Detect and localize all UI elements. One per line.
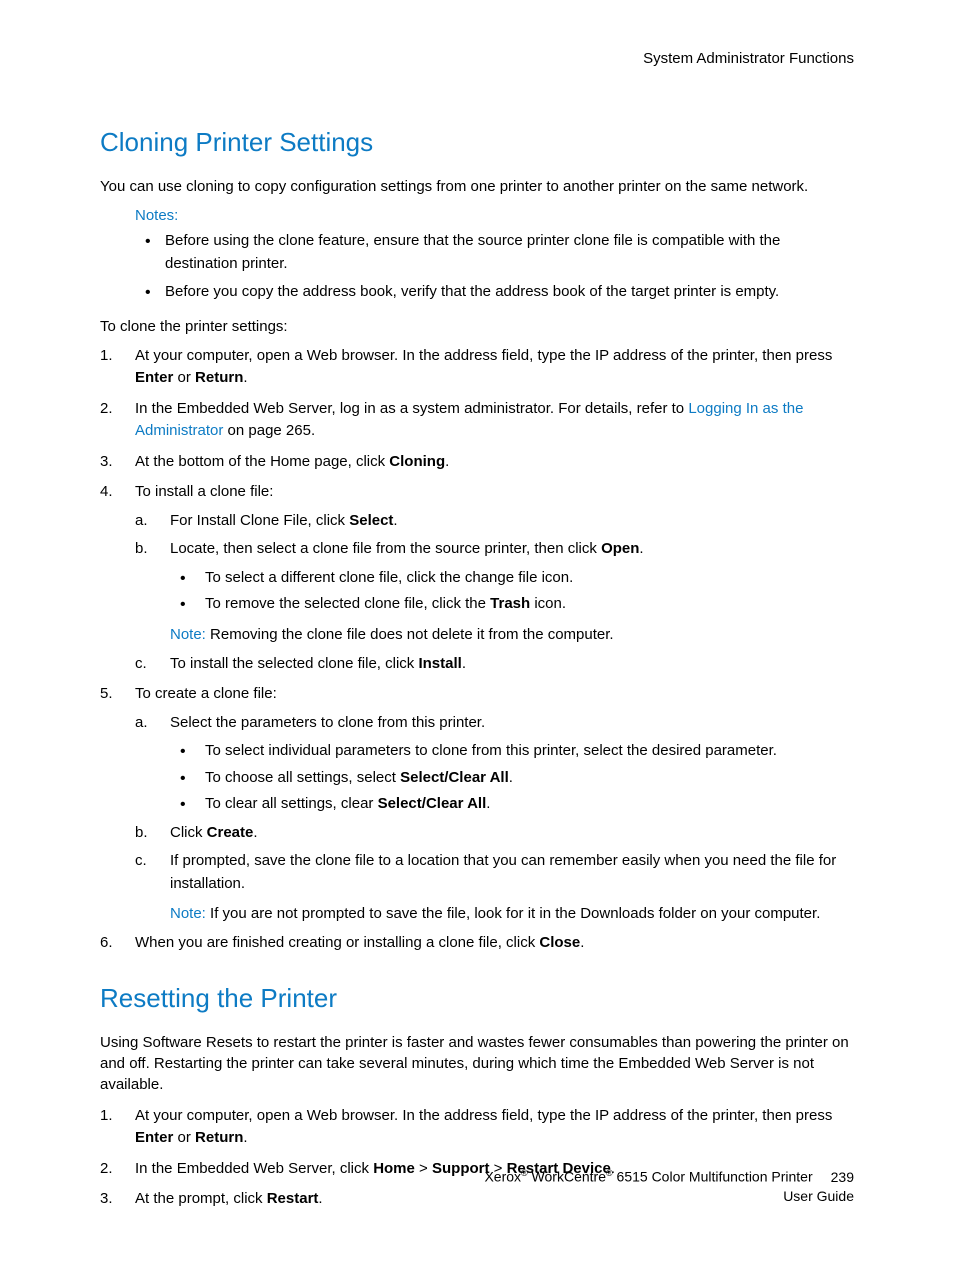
step-5c: c.If prompted, save the clone file to a … xyxy=(135,850,854,895)
step-text: For Install Clone File, click xyxy=(170,512,349,529)
step-text: . xyxy=(462,655,466,672)
step-5a: a.Select the parameters to clone from th… xyxy=(135,712,854,816)
step-3: 3.At the bottom of the Home page, click … xyxy=(100,451,854,474)
step4-sublist: a.For Install Clone File, click Select. … xyxy=(135,510,854,616)
step-text: To install a clone file: xyxy=(135,483,273,500)
ui-trash: Trash xyxy=(490,595,530,612)
note-label: Note: xyxy=(170,626,206,643)
bullet-item: To clear all settings, clear Select/Clea… xyxy=(170,793,854,816)
step-text: . xyxy=(393,512,397,529)
bullet-item: To choose all settings, select Select/Cl… xyxy=(170,767,854,790)
step-text: Select the parameters to clone from this… xyxy=(170,714,485,731)
step-4a: a.For Install Clone File, click Select. xyxy=(135,510,854,533)
bullet-item: To select individual parameters to clone… xyxy=(170,740,854,763)
step-text: At your computer, open a Web browser. In… xyxy=(135,347,832,364)
section2-title: Resetting the Printer xyxy=(100,983,854,1014)
step-text: . xyxy=(318,1190,322,1207)
ui-restart: Restart xyxy=(267,1190,319,1207)
step-text: . xyxy=(580,934,584,951)
step-text: Locate, then select a clone file from th… xyxy=(170,540,601,557)
ui-support: Support xyxy=(432,1160,490,1177)
s2-step-1: 1.At your computer, open a Web browser. … xyxy=(100,1105,854,1150)
key-enter: Enter xyxy=(135,369,173,386)
step-text: In the Embedded Web Server, log in as a … xyxy=(135,400,688,417)
notes-label: Notes: xyxy=(135,207,854,224)
step-5: 5.To create a clone file: a.Select the p… xyxy=(100,683,854,924)
key-return: Return xyxy=(195,369,243,386)
procedure-intro: To clone the printer settings: xyxy=(100,318,854,335)
step-4b: b.Locate, then select a clone file from … xyxy=(135,538,854,616)
step-text: To create a clone file: xyxy=(135,685,277,702)
step4b-bullets: To select a different clone file, click … xyxy=(170,567,854,616)
step-text: At the prompt, click xyxy=(135,1190,267,1207)
step-text: or xyxy=(173,369,195,386)
step4-note: Note: Removing the clone file does not d… xyxy=(170,624,854,645)
ui-cloning: Cloning xyxy=(389,453,445,470)
note-text: Removing the clone file does not delete … xyxy=(206,626,614,643)
step5-sublist: a.Select the parameters to clone from th… xyxy=(135,712,854,896)
step5a-bullets: To select individual parameters to clone… xyxy=(170,740,854,816)
step-text: To install the selected clone file, clic… xyxy=(170,655,418,672)
step-2: 2.In the Embedded Web Server, log in as … xyxy=(100,398,854,443)
step-text: . xyxy=(243,369,247,386)
key-return: Return xyxy=(195,1129,243,1146)
footer-line2: User Guide xyxy=(484,1187,854,1207)
ui-close: Close xyxy=(539,934,580,951)
step-4c: c.To install the selected clone file, cl… xyxy=(135,653,854,676)
step-text: or xyxy=(173,1129,195,1146)
step-text: To remove the selected clone file, click… xyxy=(205,595,490,612)
step-text: To clear all settings, clear xyxy=(205,795,378,812)
step-text: At the bottom of the Home page, click xyxy=(135,453,389,470)
step5-note: Note: If you are not prompted to save th… xyxy=(170,903,854,924)
ui-install: Install xyxy=(418,655,461,672)
ui-home: Home xyxy=(373,1160,415,1177)
step-4: 4.To install a clone file: a.For Install… xyxy=(100,481,854,675)
ui-select: Select xyxy=(349,512,393,529)
ui-select-clear-all: Select/Clear All xyxy=(378,795,487,812)
step-text: . xyxy=(445,453,449,470)
step-text: . xyxy=(486,795,490,812)
page-number: 239 xyxy=(831,1169,854,1185)
step-text: If prompted, save the clone file to a lo… xyxy=(170,852,836,892)
note-label: Note: xyxy=(170,905,206,922)
note-item: Before you copy the address book, verify… xyxy=(135,281,854,304)
step-text: . xyxy=(253,824,257,841)
key-enter: Enter xyxy=(135,1129,173,1146)
section2-intro: Using Software Resets to restart the pri… xyxy=(100,1032,854,1095)
step-5b: b.Click Create. xyxy=(135,822,854,845)
ui-create: Create xyxy=(207,824,254,841)
page-footer: Xerox® WorkCentre® 6515 Color Multifunct… xyxy=(484,1167,854,1207)
step-text: on page 265. xyxy=(223,422,315,439)
step-text: . xyxy=(243,1129,247,1146)
step-text: At your computer, open a Web browser. In… xyxy=(135,1107,832,1124)
step-text: icon. xyxy=(530,595,566,612)
step-text: To choose all settings, select xyxy=(205,769,400,786)
step-6: 6.When you are finished creating or inst… xyxy=(100,932,854,955)
step-text: In the Embedded Web Server, click xyxy=(135,1160,373,1177)
step-text: > xyxy=(415,1160,432,1177)
step-text: When you are finished creating or instal… xyxy=(135,934,539,951)
section1-intro: You can use cloning to copy configuratio… xyxy=(100,176,854,197)
bullet-item: To select a different clone file, click … xyxy=(170,567,854,590)
step-text: . xyxy=(639,540,643,557)
ui-open: Open xyxy=(601,540,639,557)
step-text: . xyxy=(509,769,513,786)
ui-select-clear-all: Select/Clear All xyxy=(400,769,509,786)
notes-list: Before using the clone feature, ensure t… xyxy=(135,230,854,304)
procedure-list: 1.At your computer, open a Web browser. … xyxy=(100,345,854,955)
note-item: Before using the clone feature, ensure t… xyxy=(135,230,854,275)
section1-title: Cloning Printer Settings xyxy=(100,127,854,158)
footer-line1: Xerox® WorkCentre® 6515 Color Multifunct… xyxy=(484,1167,854,1187)
bullet-item: To remove the selected clone file, click… xyxy=(170,593,854,616)
header-category: System Administrator Functions xyxy=(100,50,854,67)
step-1: 1.At your computer, open a Web browser. … xyxy=(100,345,854,390)
step-text: Click xyxy=(170,824,207,841)
note-text: If you are not prompted to save the file… xyxy=(206,905,821,922)
step4-sublist2: c.To install the selected clone file, cl… xyxy=(135,653,854,676)
